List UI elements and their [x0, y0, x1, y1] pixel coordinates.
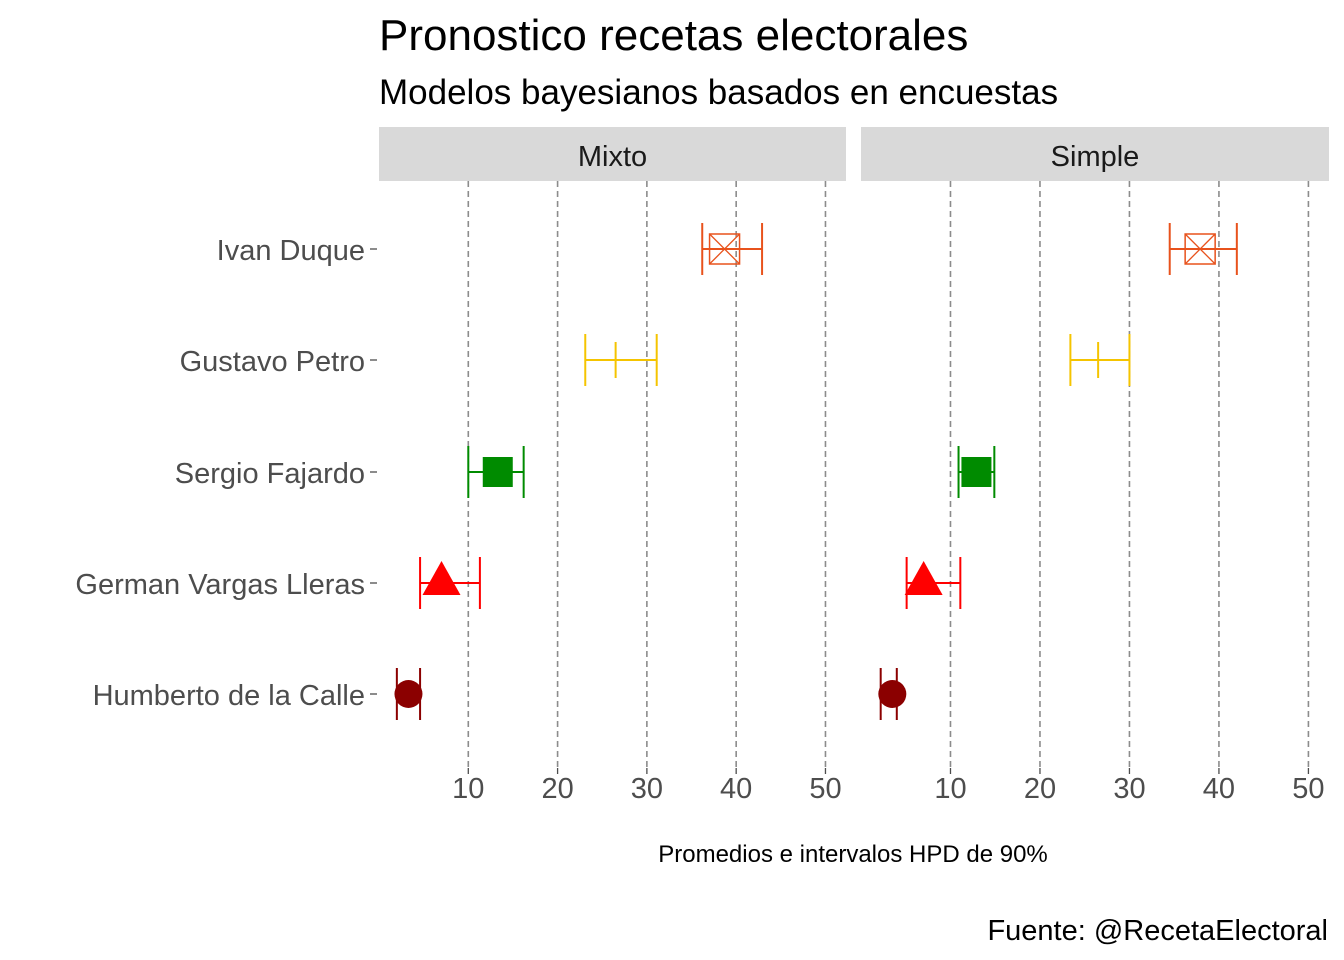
- mean-point-cross: [1184, 233, 1216, 265]
- x-tick-label: 20: [1024, 773, 1056, 805]
- mean-point: [422, 561, 461, 595]
- facet-label: Simple: [1051, 141, 1140, 173]
- mean-point: [878, 680, 907, 708]
- errorbar-sergio-fajardo: [957, 446, 996, 498]
- mean-point: [482, 457, 513, 487]
- facet-strip-mixto: [379, 127, 846, 181]
- grid: [467, 181, 1310, 768]
- x-tick-label: 30: [631, 773, 663, 805]
- x-tick-label: 50: [1292, 773, 1324, 805]
- x-tick-label: 10: [452, 773, 484, 805]
- x-tick-label: 40: [720, 773, 752, 805]
- errorbar-ivan-duque: [701, 223, 764, 275]
- chart-subtitle: Modelos bayesianos basados en encuestas: [379, 73, 1058, 112]
- mean-point: [904, 561, 943, 595]
- x-tick-label: 50: [809, 773, 841, 805]
- y-axis: Ivan Duque Gustavo Petro Sergio Fajardo Ger…: [75, 235, 377, 712]
- y-tick-label: Gustavo Petro: [180, 346, 365, 378]
- facet-label: Mixto: [578, 141, 647, 173]
- errorbar-german-vargas-lleras: [904, 557, 962, 609]
- mean-point: [708, 233, 741, 265]
- chart-title: Pronostico recetas electorales: [379, 11, 968, 60]
- caption: Fuente: @RecetaElectoral: [987, 915, 1328, 947]
- mean-point: [961, 457, 992, 487]
- y-tick-label: Sergio Fajardo: [175, 458, 365, 490]
- x-tick-label: 10: [934, 773, 966, 805]
- y-tick-label: Humberto de la Calle: [93, 680, 365, 712]
- errorbar-sergio-fajardo: [467, 446, 525, 498]
- facet-strips: Mixto Simple: [379, 127, 1329, 181]
- error-bars: [394, 223, 1238, 720]
- x-tick-label: 20: [541, 773, 573, 805]
- errorbar-german-vargas-lleras: [419, 557, 481, 609]
- x-axis: 10 20 30 40 50 10 20 30 40 50: [452, 768, 1325, 805]
- y-tick-label: Ivan Duque: [217, 235, 365, 267]
- errorbar-ivan-duque: [1168, 223, 1238, 275]
- x-axis-title: Promedios e intervalos HPD de 90%: [658, 841, 1048, 868]
- errorbar-gustavo-petro: [584, 334, 658, 386]
- x-tick-label: 30: [1113, 773, 1145, 805]
- y-tick-label: German Vargas Lleras: [75, 569, 365, 601]
- errorbar-gustavo-petro: [1069, 334, 1131, 386]
- mean-point: [394, 680, 423, 708]
- mean-point: [1184, 233, 1216, 265]
- mean-point-cross: [709, 233, 741, 265]
- x-tick-label: 40: [1203, 773, 1235, 805]
- errorbar-humberto-de-la-calle: [878, 668, 907, 720]
- errorbar-humberto-de-la-calle: [394, 668, 423, 720]
- facet-strip-simple: [861, 127, 1329, 181]
